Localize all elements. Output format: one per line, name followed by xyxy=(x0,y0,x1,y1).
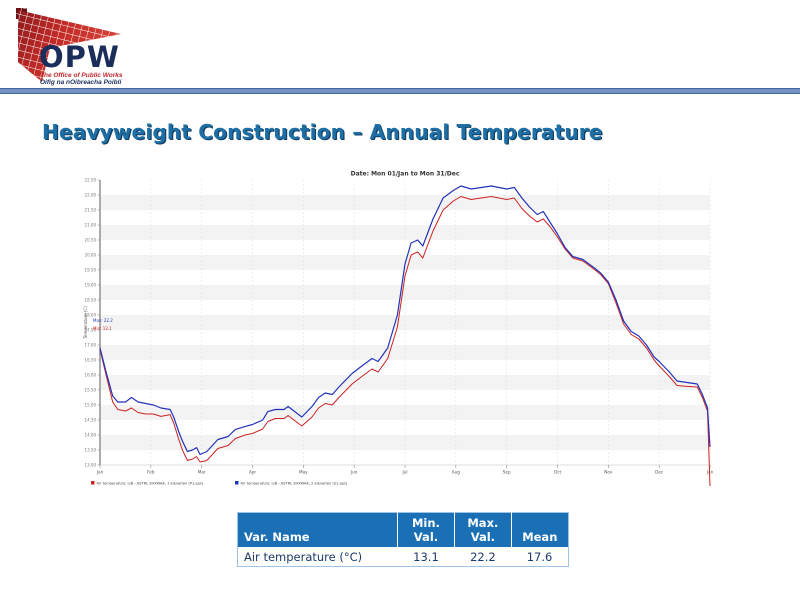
x-tick-label: Jul xyxy=(401,470,407,475)
annual-temperature-plot: Jan Feb Mar Apr May Jun Jul Aug Sep Oct Nov Dec Jan2… xyxy=(83,171,714,487)
logo-tagline-english: The Office of Public Works xyxy=(40,72,123,79)
plot-band xyxy=(100,315,710,330)
y-tick-label: 14.00 xyxy=(85,432,97,437)
legend-swatch xyxy=(235,481,239,485)
cell-min-val: 13.1 xyxy=(397,547,455,567)
cell-max-val: 22.2 xyxy=(454,547,512,567)
series-line-blue xyxy=(99,185,711,456)
x-tick-label: Nov xyxy=(604,470,613,475)
y-tick-label: 16.50 xyxy=(85,357,97,362)
y-axis-title: Temperature (C) xyxy=(83,306,88,340)
y-tick-label: 21.00 xyxy=(85,222,97,227)
y-tick-label: 21.50 xyxy=(85,207,97,212)
y-tick-label: 13.00 xyxy=(85,462,97,467)
cell-mean: 17.6 xyxy=(511,547,569,567)
logo-acronym: OPW xyxy=(39,40,120,74)
x-tick-label: May xyxy=(299,470,308,475)
plot-band xyxy=(100,180,710,195)
x-tick-label: Aug xyxy=(452,470,461,475)
legend-label: Air temperature: LIB - ASTRL SHXWAK, 2 E… xyxy=(241,481,348,485)
logo-tagline-irish: Oifig na nOibreacha Poiblí xyxy=(40,79,122,86)
cell-var-name: Air temperature (°C) xyxy=(237,547,398,567)
x-tick-label: Jun xyxy=(350,470,358,475)
x-tick-label: Feb xyxy=(147,470,155,475)
col-header-min-val: Min. Val. xyxy=(396,512,455,547)
opw-arrow-icon xyxy=(16,8,121,82)
plot-band xyxy=(100,360,710,375)
plot-band xyxy=(100,300,710,315)
y-tick-label: 22.00 xyxy=(85,192,97,197)
col-header-max-val: Max. Val. xyxy=(454,512,512,547)
x-tick-label: Sep xyxy=(503,470,511,475)
series-line-red xyxy=(99,196,711,487)
y-tick-label: 22.50 xyxy=(85,177,97,182)
y-tick-label: 14.50 xyxy=(85,417,97,422)
legend-swatch xyxy=(91,481,95,485)
y-tick-label: 13.50 xyxy=(85,447,97,452)
y-tick-label: 17.00 xyxy=(85,342,97,347)
plot-band xyxy=(100,435,710,450)
x-tick-label: Apr xyxy=(249,470,257,475)
y-tick-label: 17.50 xyxy=(85,327,97,332)
x-tick-label: Dec xyxy=(655,470,664,475)
header-divider xyxy=(0,88,800,94)
plot-band xyxy=(100,195,710,210)
x-tick-label: Oct xyxy=(554,470,562,475)
temperature-chart: Jan Feb Mar Apr May Jun Jul Aug Sep Oct Nov Dec Jan 2… xyxy=(83,168,731,498)
col-header-var-name: Var. Name xyxy=(237,512,398,547)
slide-title: Heavyweight Construction – Annual Temper… xyxy=(42,120,603,144)
x-tick-label: Jan xyxy=(96,470,104,475)
y-tick-label: 19.50 xyxy=(85,267,97,272)
plot-band xyxy=(100,420,710,435)
y-tick-label: 15.00 xyxy=(85,402,97,407)
stats-table-row: Air temperature (°C) 13.1 22.2 17.6 xyxy=(237,547,569,567)
stats-table: Var. Name Min. Val. Max. Val. Mean Air t… xyxy=(237,512,569,567)
y-tick-label: 15.50 xyxy=(85,387,97,392)
annotation-label: Max: 22.2 xyxy=(93,318,113,323)
stats-table-header-row: Var. Name Min. Val. Max. Val. Mean xyxy=(237,512,569,547)
y-tick-label: 19.00 xyxy=(85,282,97,287)
x-tick-label: Mar xyxy=(198,470,206,475)
legend-label: Air temperature: LIB - ASTRL SHXWAK, 1 E… xyxy=(97,481,204,485)
plot-band xyxy=(100,375,710,390)
y-tick-label: 20.00 xyxy=(85,252,97,257)
col-header-mean: Mean xyxy=(510,512,569,547)
y-tick-label: 18.00 xyxy=(85,312,97,317)
opw-logo: OPW The Office of Public Works Oifig na … xyxy=(8,4,168,88)
y-tick-label: 20.50 xyxy=(85,237,97,242)
annotation-label: Min: 13.1 xyxy=(93,326,112,331)
y-tick-label: 16.00 xyxy=(85,372,97,377)
plot-band xyxy=(100,240,710,255)
y-tick-label: 18.50 xyxy=(85,297,97,302)
chart-title: Date: Mon 01/Jan to Mon 31/Dec xyxy=(351,171,460,178)
